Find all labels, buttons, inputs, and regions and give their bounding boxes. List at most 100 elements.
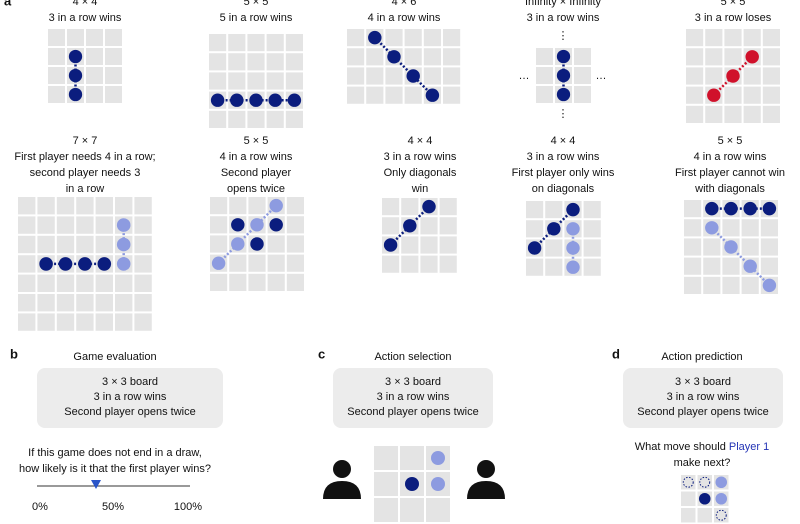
board-cell (741, 238, 759, 256)
board-cell (686, 86, 704, 104)
board-cell (401, 198, 419, 216)
connector (533, 208, 574, 249)
game-piece (250, 218, 264, 232)
game-piece (556, 87, 571, 102)
game-piece (762, 201, 777, 216)
game-piece (116, 237, 131, 252)
rule-text: Second player opens twice (637, 406, 768, 418)
board-cell (347, 67, 365, 85)
game-piece (403, 219, 417, 233)
board-cell (545, 258, 563, 276)
panel-label: c (318, 346, 325, 361)
game-piece (556, 68, 571, 83)
board-cell (443, 48, 461, 66)
board-cell (86, 29, 103, 46)
board-cell (229, 273, 247, 291)
board-cell (267, 273, 285, 291)
rule-text: 4 in a row wins (368, 12, 441, 24)
board-cell (536, 67, 553, 84)
board-cell (684, 219, 702, 237)
board-cell (266, 34, 284, 52)
board-cell (762, 67, 780, 85)
board-cell (105, 48, 122, 65)
game-piece (58, 257, 73, 271)
board-cell (76, 197, 94, 215)
board-cell (703, 257, 721, 275)
board-cell (703, 276, 721, 294)
game-board (18, 197, 152, 331)
board-cell (134, 274, 152, 292)
board-cell (266, 110, 284, 128)
board-cell (439, 255, 457, 273)
game-piece (250, 237, 264, 251)
rule-text: First player only wins (512, 167, 615, 179)
board-cell (705, 105, 723, 123)
board-cell (37, 313, 55, 331)
board-cell (382, 217, 400, 235)
game-piece (405, 477, 419, 491)
player-name: Player 1 (729, 441, 769, 453)
board-cell (86, 86, 103, 103)
board-cell (134, 235, 152, 254)
board-cell (526, 258, 544, 276)
board-cell (247, 110, 265, 128)
game-piece (249, 93, 263, 107)
rule-text: 3 × 3 board (102, 376, 158, 388)
board-cell (86, 48, 103, 65)
board-cell (209, 110, 227, 128)
board-cell (18, 255, 36, 273)
board-cell (583, 220, 601, 238)
rule-text: 3 in a row wins (384, 151, 457, 163)
game-piece (566, 202, 580, 217)
game-piece (268, 93, 282, 107)
board-cell (37, 294, 55, 312)
game-board (374, 446, 450, 522)
game-piece (68, 49, 83, 64)
board-cell (760, 219, 778, 237)
connector (389, 205, 430, 246)
rule-text: 3 in a row wins (667, 391, 740, 403)
board-cell (366, 67, 384, 85)
game-board (210, 197, 304, 291)
board-cell (76, 313, 94, 331)
game-piece (566, 222, 580, 236)
board-cell (209, 72, 227, 90)
question: What move should Player 1 (635, 441, 770, 453)
board-cell (722, 257, 740, 275)
game-piece (556, 49, 571, 64)
board-cell (526, 220, 544, 238)
game-board (526, 201, 601, 276)
board-cell (95, 235, 113, 254)
board-size: 4 × 6 (392, 0, 417, 8)
board-cell (18, 197, 36, 215)
board-cell (420, 236, 438, 254)
game-piece (431, 451, 445, 465)
question-text: What move should (635, 441, 729, 453)
rule-text: on diagonals (532, 183, 595, 195)
board-cell (86, 67, 103, 84)
ellipsis: … (519, 70, 530, 82)
connector (710, 226, 771, 287)
board-cell (266, 72, 284, 90)
board-cell (439, 198, 457, 216)
game-piece (566, 241, 580, 255)
board-cell (95, 216, 113, 234)
panel-label: d (612, 346, 620, 361)
board-cell (686, 48, 704, 66)
board-cell (366, 86, 384, 104)
board-cell (285, 110, 303, 128)
game-board (382, 198, 457, 273)
board-size: 7 × 7 (73, 135, 98, 147)
board-cell (686, 105, 704, 123)
board-size: Infinity × Infinity (525, 0, 602, 8)
game-piece (68, 87, 83, 102)
board-cell (229, 197, 247, 215)
board-cell (536, 86, 553, 103)
ellipsis: ⋮ (558, 108, 569, 120)
game-piece (78, 257, 92, 271)
body (467, 481, 505, 499)
board-cell (703, 238, 721, 256)
board-cell (404, 29, 422, 47)
board-cell (134, 313, 152, 331)
game-piece (211, 256, 226, 270)
